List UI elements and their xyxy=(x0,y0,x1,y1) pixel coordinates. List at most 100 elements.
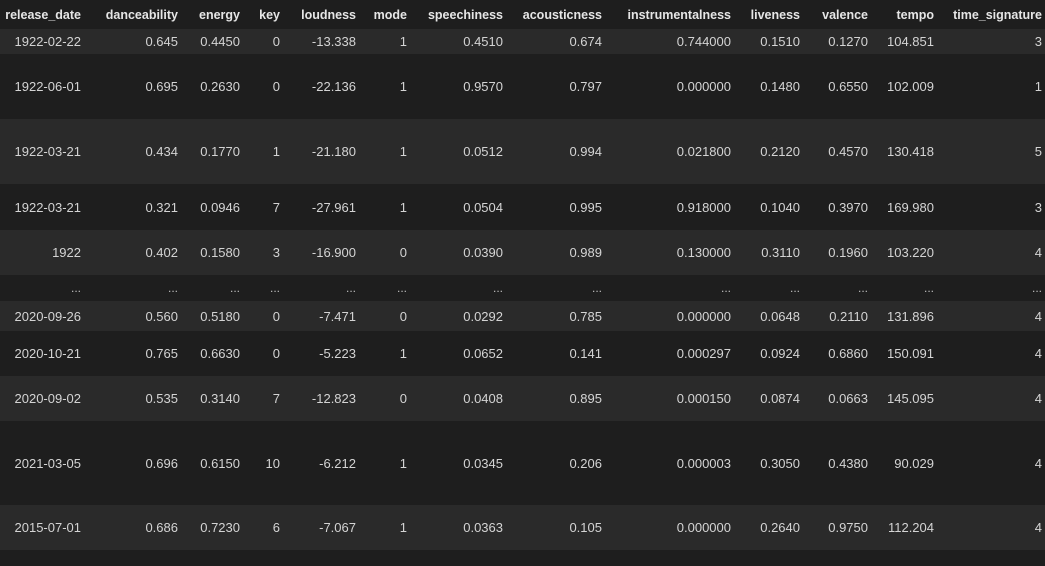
column-header-key: key xyxy=(259,7,280,22)
table-cell-tempo: 145.095 xyxy=(887,391,934,406)
table-cell-acousticness: 0.785 xyxy=(569,308,602,324)
table-cell-energy: 0.1580 xyxy=(200,245,240,260)
table-header-row: release_date danceability energy key loudnes… xyxy=(0,0,1045,29)
table-cell-acousticness: 0.895 xyxy=(569,391,602,406)
table-cell-mode: 1 xyxy=(399,199,407,215)
table-cell-key: 0 xyxy=(272,34,280,49)
table-cell-valence: 0.0663 xyxy=(828,391,868,406)
table-cell-valence: 0.3970 xyxy=(828,199,868,215)
table-cell-liveness: 0.1510 xyxy=(760,34,800,49)
table-row: 1922-03-21 0.434 0.1770 1 -21.180 1 0.0512 0.99… xyxy=(0,119,1045,184)
table-cell-energy: 0.5180 xyxy=(200,308,240,324)
table-cell-energy: 0.6150 xyxy=(200,455,240,471)
column-header-speechiness: speechiness xyxy=(427,7,503,22)
table-cell-time-signature: 3 xyxy=(1034,199,1042,215)
table-cell-speechiness: 0.0345 xyxy=(463,455,503,471)
table-cell-valence: 0.6860 xyxy=(828,346,868,361)
table-cell-key: 0 xyxy=(272,308,280,324)
table-cell-danceability: ... xyxy=(167,281,178,295)
table-cell-liveness: 0.1480 xyxy=(760,79,800,94)
table-cell-mode: 0 xyxy=(399,245,407,260)
table-cell-loudness: -16.900 xyxy=(311,245,356,260)
table-cell-tempo: 169.980 xyxy=(887,199,934,215)
table-cell-time-signature: 4 xyxy=(1034,520,1042,535)
table-cell-key: 6 xyxy=(272,520,280,535)
table-cell-tempo: 104.851 xyxy=(887,34,934,49)
table-cell-release-date: 2020-09-26 xyxy=(14,308,82,324)
table-cell-mode: 1 xyxy=(399,79,407,94)
column-header-loudness: loudness xyxy=(301,7,356,22)
table-cell-loudness: -12.823 xyxy=(311,391,356,406)
table-cell-liveness: 0.3050 xyxy=(760,455,800,471)
table-cell-liveness: 0.0874 xyxy=(760,391,800,406)
dataframe-table: release_date danceability energy key loudnes… xyxy=(0,0,1045,550)
column-header-acousticness: acousticness xyxy=(522,7,602,22)
table-cell-danceability: 0.645 xyxy=(145,34,178,49)
table-row: ....................................... xyxy=(0,275,1045,301)
table-cell-liveness: 0.3110 xyxy=(761,245,800,260)
table-cell-energy: 0.0946 xyxy=(200,199,240,215)
table-cell-valence: ... xyxy=(857,281,868,295)
column-header-time-signature: time_signature xyxy=(953,7,1042,22)
table-cell-loudness: -21.180 xyxy=(311,144,356,159)
table-cell-acousticness: 0.674 xyxy=(569,34,602,49)
table-cell-liveness: 0.2640 xyxy=(760,520,800,535)
table-cell-liveness: 0.1040 xyxy=(760,199,800,215)
table-cell-valence: 0.9750 xyxy=(828,520,868,535)
table-cell-release-date: 1922-03-21 xyxy=(14,144,82,159)
table-row: 1922-06-01 0.695 0.2630 0 -22.136 1 0.9570 0.79… xyxy=(0,54,1045,119)
table-cell-speechiness: 0.0504 xyxy=(463,199,503,215)
table-cell-loudness: -13.338 xyxy=(311,34,356,49)
table-cell-instrumentalness: 0.000150 xyxy=(676,391,731,406)
table-cell-speechiness: ... xyxy=(492,281,503,295)
table-cell-key: 0 xyxy=(272,79,280,94)
table-cell-release-date: 1922-03-21 xyxy=(14,199,82,215)
table-cell-mode: 1 xyxy=(399,346,407,361)
table-cell-acousticness: ... xyxy=(591,281,602,295)
table-cell-valence: 0.4380 xyxy=(828,455,868,471)
table-cell-mode: 1 xyxy=(399,520,407,535)
table-cell-instrumentalness: 0.000297 xyxy=(676,346,731,361)
table-cell-energy: 0.1770 xyxy=(200,144,240,159)
table-cell-speechiness: 0.0652 xyxy=(463,346,503,361)
table-cell-release-date: 2021-03-05 xyxy=(14,455,82,471)
table-cell-tempo: 112.204 xyxy=(887,520,934,535)
table-cell-liveness: 0.2120 xyxy=(760,144,800,159)
table-cell-mode: ... xyxy=(396,281,407,295)
table-cell-instrumentalness: 0.130000 xyxy=(676,245,731,260)
table-cell-speechiness: 0.4510 xyxy=(463,34,503,49)
table-cell-valence: 0.1270 xyxy=(828,34,868,49)
table-cell-tempo: 103.220 xyxy=(887,245,934,260)
table-cell-time-signature: 4 xyxy=(1034,391,1042,406)
table-row: 1922-03-21 0.321 0.0946 7 -27.961 1 0.0504 0.99… xyxy=(0,184,1045,230)
column-header-release-date: release_date xyxy=(5,7,81,22)
table-cell-valence: 0.1960 xyxy=(828,245,868,260)
table-cell-key: 1 xyxy=(272,144,280,159)
table-cell-danceability: 0.321 xyxy=(145,199,178,215)
table-cell-key: 10 xyxy=(265,455,280,471)
table-cell-time-signature: ... xyxy=(1031,281,1042,295)
table-cell-key: 7 xyxy=(272,391,280,406)
table-cell-mode: 1 xyxy=(399,34,407,49)
table-cell-valence: 0.2110 xyxy=(829,308,868,324)
table-cell-time-signature: 5 xyxy=(1034,144,1042,159)
table-cell-time-signature: 4 xyxy=(1034,455,1042,471)
table-row: 2020-10-21 0.765 0.6630 0 -5.223 1 0.0652 0.141… xyxy=(0,331,1045,376)
table-cell-release-date: 1922-02-22 xyxy=(14,34,82,49)
table-cell-release-date: ... xyxy=(70,281,81,295)
table-cell-danceability: 0.402 xyxy=(145,245,178,260)
column-header-valence: valence xyxy=(822,7,868,22)
table-body: 1922-02-22 0.645 0.4450 0 -13.338 1 0.4510 0.67… xyxy=(0,29,1045,550)
table-cell-tempo: 131.896 xyxy=(887,308,934,324)
table-cell-key: 7 xyxy=(272,199,280,215)
table-cell-energy: 0.4450 xyxy=(200,34,240,49)
table-cell-danceability: 0.434 xyxy=(145,144,178,159)
table-cell-speechiness: 0.0363 xyxy=(463,520,503,535)
table-cell-speechiness: 0.0408 xyxy=(463,391,503,406)
column-header-energy: energy xyxy=(199,7,240,22)
column-header-instrumentalness: instrumentalness xyxy=(627,7,731,22)
table-cell-liveness: 0.0648 xyxy=(760,308,800,324)
table-cell-mode: 1 xyxy=(399,455,407,471)
table-cell-valence: 0.4570 xyxy=(828,144,868,159)
table-cell-liveness: ... xyxy=(789,281,800,295)
